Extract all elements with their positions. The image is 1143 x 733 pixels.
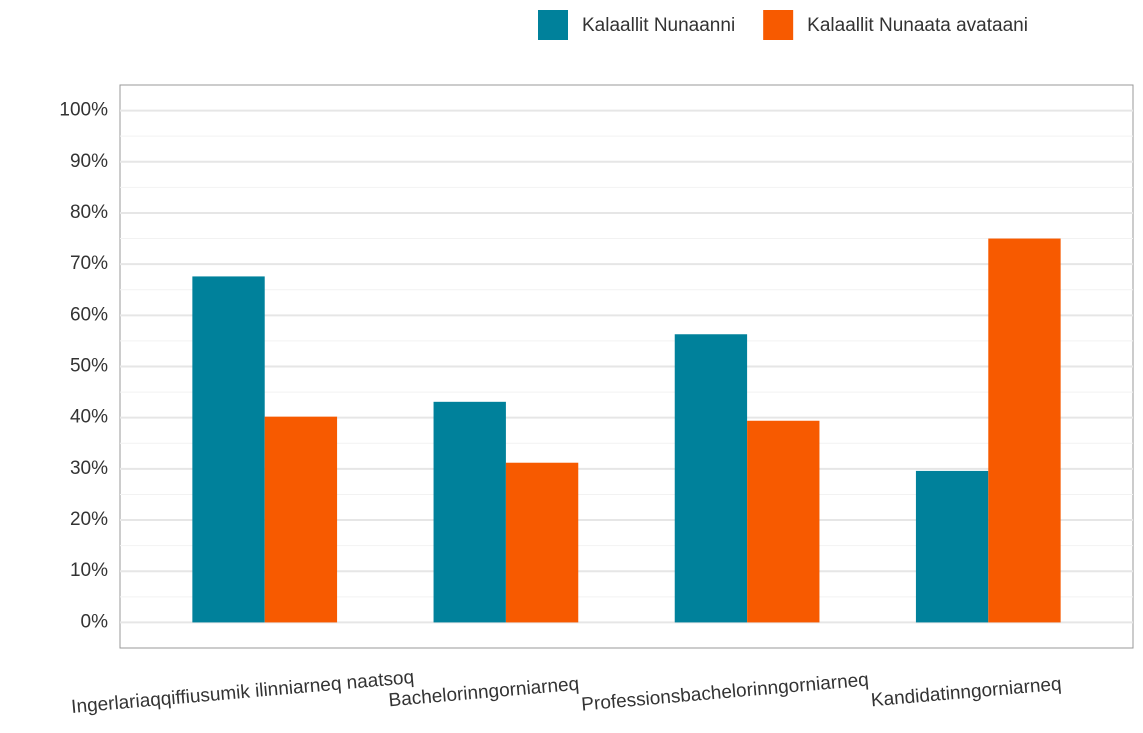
y-tick-label: 80% (70, 202, 108, 223)
y-tick-label: 40% (70, 407, 108, 428)
bar (433, 401, 506, 623)
x-tick-label: Bachelorinngorniarneq (388, 674, 580, 712)
y-tick-label: 90% (70, 151, 108, 172)
bar (747, 420, 820, 623)
bar (988, 238, 1061, 623)
y-tick-label: 0% (81, 611, 109, 632)
y-tick-label: 20% (70, 509, 108, 530)
y-tick-label: 30% (70, 458, 108, 479)
bar (915, 470, 989, 623)
y-tick-label: 70% (70, 253, 108, 274)
y-tick-label: 50% (70, 356, 108, 377)
legend-label: Kalaallit Nunaata avataani (807, 15, 1028, 36)
y-tick-label: 60% (70, 304, 108, 325)
legend-swatch (763, 10, 794, 40)
bar (264, 416, 338, 623)
x-tick-label: Kandidatinngorniarneq (870, 674, 1062, 712)
legend-label: Kalaallit Nunaanni (582, 15, 735, 36)
bar (674, 334, 748, 623)
y-tick-label: 10% (70, 560, 108, 581)
x-tick-label: Ingerlariaqqiffiusumik ilinniarneq naats… (70, 667, 414, 718)
y-tick-label: 100% (59, 100, 108, 121)
legend-swatch (538, 10, 568, 40)
x-tick-label: Professionsbachelorinngorniarneq (581, 669, 870, 715)
bar (505, 462, 579, 623)
bar (192, 276, 265, 623)
